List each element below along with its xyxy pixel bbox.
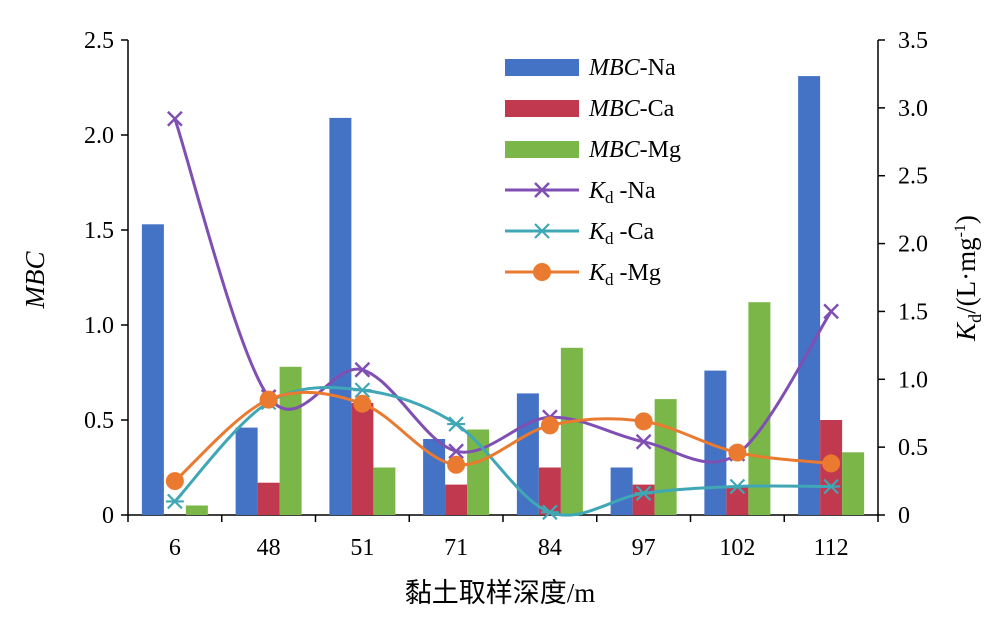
y-right-tick-label: 1.0 — [898, 367, 928, 393]
x-tick-label: 6 — [169, 535, 181, 561]
legend-label: MBC-Mg — [588, 137, 681, 163]
x-tick-label: 84 — [538, 535, 562, 561]
y-right-tick-label: 2.0 — [898, 232, 928, 258]
y-right-tick-label: 0.5 — [898, 435, 928, 461]
y-right-tick-label: 3.0 — [898, 96, 928, 122]
marker-circle — [165, 472, 184, 491]
bar — [798, 76, 821, 515]
x-tick-label: 112 — [814, 535, 849, 561]
tick-labels: 0 0.5 1.0 1.5 2.0 2.5 0 0.5 1.0 1.5 2.0 2.5 3.0 3.5 6 4… — [84, 28, 928, 561]
y-right-tick-label: 3.5 — [898, 28, 928, 54]
y-axis-right-title: Kd/(L·mg-1) — [951, 215, 985, 342]
bar — [141, 224, 164, 516]
x-tick-label: 102 — [719, 535, 755, 561]
bar — [257, 482, 280, 515]
marker-circle — [728, 443, 747, 462]
marker-circle — [540, 416, 559, 435]
legend-swatch — [505, 100, 579, 117]
marker-asterisk — [728, 478, 747, 495]
bar — [538, 467, 561, 515]
bar — [373, 467, 396, 515]
bar — [560, 347, 583, 515]
x-axis-title: 黏土取样深度/m — [405, 578, 596, 608]
marker-asterisk — [165, 493, 184, 510]
marker-circle — [259, 390, 278, 409]
legend-label: Kd -Mg — [588, 260, 661, 289]
legend-label: Kd -Na — [588, 178, 656, 207]
x-tick-label: 48 — [257, 535, 281, 561]
legend-label: MBC-Ca — [588, 96, 675, 122]
marker-asterisk — [540, 504, 559, 521]
legend: MBC-Na MBC-Ca MBC-Mg Kd -Na Kd -Ca Kd -Mg — [505, 55, 681, 289]
x-tick-label: 51 — [350, 535, 374, 561]
bar — [704, 370, 727, 515]
bar — [235, 427, 258, 515]
x-tick-label: 97 — [632, 535, 656, 561]
bar — [748, 302, 771, 515]
bar — [329, 117, 352, 516]
y-right-tick-label: 0 — [898, 503, 910, 529]
bar — [610, 467, 633, 515]
bar — [726, 486, 749, 515]
marker-asterisk — [634, 485, 653, 502]
y-left-tick-label: 0 — [102, 503, 114, 529]
legend-label: MBC-Na — [588, 55, 676, 81]
marker-circle — [353, 394, 372, 413]
bar — [445, 484, 468, 515]
marker-asterisk — [353, 382, 372, 398]
line-series-group — [165, 110, 841, 521]
marker-x — [534, 182, 550, 198]
y-left-tick-label: 2.0 — [84, 123, 114, 149]
marker-asterisk — [447, 416, 466, 432]
marker-asterisk — [822, 478, 841, 495]
bar — [516, 393, 539, 515]
y-left-tick-label: 0.5 — [84, 408, 114, 434]
legend-label: Kd -Ca — [588, 219, 655, 248]
bar — [632, 484, 655, 515]
legend-swatch — [505, 59, 579, 76]
series-line — [173, 118, 833, 464]
marker-asterisk — [533, 223, 551, 239]
y-left-tick-label: 1.5 — [84, 218, 114, 244]
marker-circle — [822, 454, 841, 473]
y-left-tick-label: 2.5 — [84, 28, 114, 54]
marker-x — [448, 443, 465, 460]
marker-circle — [447, 455, 466, 474]
y-left-tick-label: 1.0 — [84, 313, 114, 339]
marker-circle — [634, 412, 653, 431]
marker-x — [635, 433, 652, 450]
bar — [351, 402, 374, 515]
marker-circle — [533, 263, 551, 281]
marker-x — [166, 110, 183, 127]
marker-x — [823, 303, 840, 320]
y-right-tick-label: 2.5 — [898, 164, 928, 190]
bar — [279, 366, 302, 515]
bar — [654, 399, 677, 515]
y-axis-left-title: MBC — [20, 251, 50, 310]
y-right-tick-label: 1.5 — [898, 299, 928, 325]
bar — [185, 505, 208, 515]
marker-x — [354, 361, 371, 378]
bar — [842, 452, 865, 515]
legend-swatch — [505, 141, 579, 158]
x-tick-label: 71 — [444, 535, 468, 561]
